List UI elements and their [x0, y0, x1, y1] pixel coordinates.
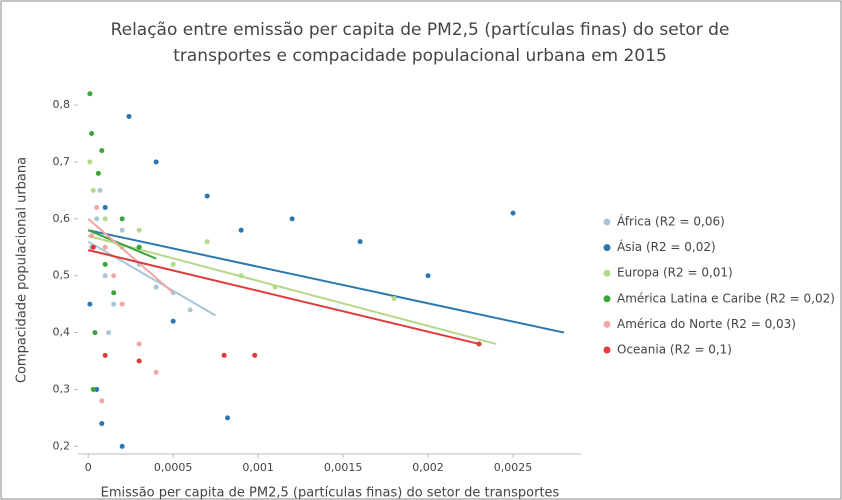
x-tick-label: 0,002	[412, 461, 444, 474]
x-tick-label: 0,001	[242, 461, 274, 474]
chart-title: transportes e compacidade populacional u…	[173, 46, 667, 66]
point	[136, 244, 142, 250]
legend-marker	[603, 346, 611, 354]
legend-marker	[603, 218, 611, 226]
point	[153, 369, 159, 375]
point	[204, 193, 210, 199]
point	[119, 216, 125, 222]
point	[90, 386, 96, 392]
trend-line	[87, 229, 565, 334]
point	[90, 187, 96, 193]
point	[136, 341, 142, 347]
point	[102, 261, 108, 267]
point	[102, 216, 108, 222]
y-axis-title: Compacidade populacional urbana	[15, 157, 30, 383]
y-tick-label: 0,4	[53, 326, 71, 339]
point	[102, 273, 108, 279]
legend-label: Oceania (R2 = 0,1)	[617, 343, 732, 357]
legend-label: Europa (R2 = 0,01)	[617, 266, 733, 280]
point	[111, 273, 117, 279]
legend-marker	[603, 295, 611, 303]
point	[357, 239, 363, 245]
point	[170, 318, 176, 324]
point	[99, 421, 105, 427]
point	[153, 159, 159, 165]
point	[425, 273, 431, 279]
y-tick-label: 0,7	[53, 155, 71, 168]
point	[106, 330, 112, 336]
point	[204, 239, 210, 245]
x-axis-title: Emissão per capita de PM2,5 (partículas …	[101, 486, 560, 500]
trend-line	[87, 234, 497, 345]
point	[94, 216, 100, 222]
point	[119, 443, 125, 449]
y-tick-label: 0,5	[53, 269, 71, 282]
point	[221, 352, 227, 358]
point	[92, 330, 98, 336]
y-tick-label: 0,2	[53, 439, 71, 452]
chart-title: Relação entre emissão per capita de PM2,…	[111, 20, 730, 40]
y-tick-label: 0,8	[53, 98, 71, 111]
point	[225, 415, 231, 421]
x-tick-label: 0,0015	[324, 461, 363, 474]
point	[153, 284, 159, 290]
legend-label: América do Norte (R2 = 0,03)	[617, 317, 796, 331]
x-tick-label: 0	[85, 461, 92, 474]
point	[90, 244, 96, 250]
point	[95, 170, 101, 176]
point	[111, 301, 117, 307]
trend-line	[87, 218, 174, 294]
point	[510, 210, 516, 216]
point	[87, 91, 93, 97]
point	[119, 227, 125, 233]
point	[102, 352, 108, 358]
legend-label: América Latina e Caribe (R2 = 0,02)	[617, 291, 835, 305]
point	[289, 216, 295, 222]
point	[87, 159, 93, 165]
y-tick-label: 0,3	[53, 382, 71, 395]
point	[99, 148, 105, 154]
point	[102, 244, 108, 250]
point	[119, 301, 125, 307]
trend-line	[87, 229, 157, 260]
legend-label: África (R2 = 0,06)	[617, 214, 725, 229]
legend-marker	[603, 244, 611, 252]
point	[102, 204, 108, 210]
point	[391, 295, 397, 301]
point	[187, 307, 193, 313]
legend-marker	[603, 269, 611, 277]
point	[136, 358, 142, 364]
point	[94, 204, 100, 210]
trend-line	[87, 249, 480, 345]
point	[136, 227, 142, 233]
point	[238, 227, 244, 233]
x-tick-label: 0,0025	[494, 461, 533, 474]
point	[89, 233, 95, 239]
point	[111, 290, 117, 296]
point	[126, 113, 132, 119]
point	[87, 301, 93, 307]
trend-line	[87, 240, 217, 317]
legend-label: Ásia (R2 = 0,02)	[617, 239, 716, 254]
y-tick-label: 0,6	[53, 212, 71, 225]
point	[89, 131, 95, 136]
x-tick-label: 0,0005	[154, 461, 193, 474]
point	[99, 398, 105, 404]
point	[252, 352, 258, 358]
point	[97, 187, 103, 193]
point	[170, 261, 176, 267]
legend-marker	[603, 320, 611, 328]
